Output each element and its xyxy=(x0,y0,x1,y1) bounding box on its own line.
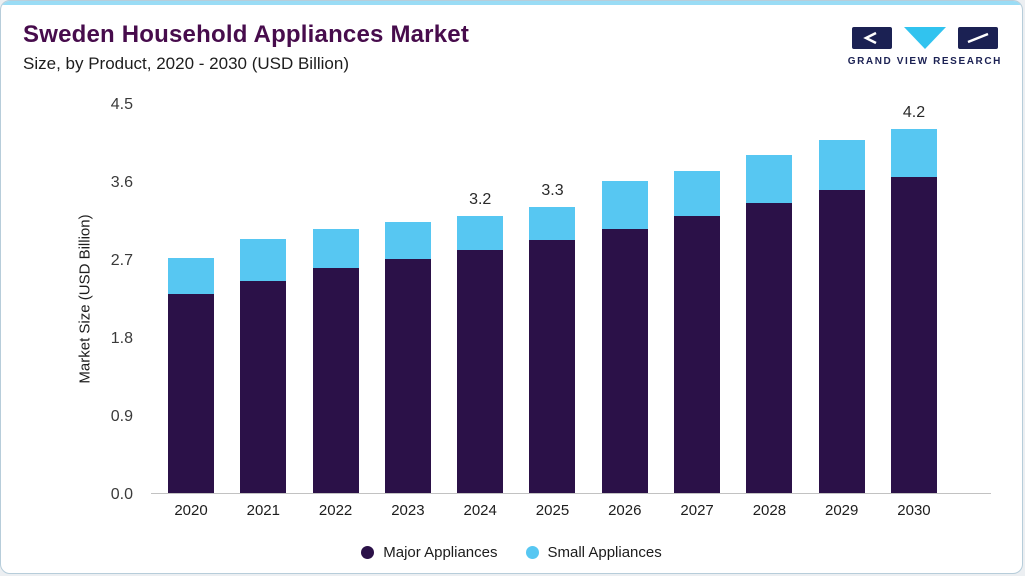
bar-column-2028 xyxy=(746,155,793,493)
segment-major-appliances xyxy=(818,189,865,493)
chart-subtitle: Size, by Product, 2020 - 2030 (USD Billi… xyxy=(23,54,349,73)
bar-column-2030: 4.2 xyxy=(890,104,937,493)
segment-small-appliances xyxy=(457,215,504,251)
segment-small-appliances xyxy=(529,207,576,240)
plot-area: 3.2 3.3 4.2 xyxy=(151,104,991,494)
bar-column-2027 xyxy=(674,170,721,493)
segment-major-appliances xyxy=(384,259,431,493)
x-tick-label: 2020 xyxy=(174,502,208,519)
bar-column-2023 xyxy=(384,221,431,493)
segment-major-appliances xyxy=(601,228,648,493)
bar-column-2025: 3.3 xyxy=(529,182,576,493)
bar-column-2026 xyxy=(601,181,648,493)
legend-item-small-appliances: Small Appliances xyxy=(525,544,662,561)
y-tick-label: 4.5 xyxy=(110,96,133,113)
segment-major-appliances xyxy=(312,267,359,493)
grand-view-research-logo: GRAND VIEW RESEARCH xyxy=(848,21,1002,67)
x-tick-label: 2029 xyxy=(824,502,859,519)
segment-major-appliances xyxy=(457,250,504,493)
bar-column-2020 xyxy=(168,258,214,493)
title-block: Sweden Household Appliances Market Size,… xyxy=(23,21,469,74)
logo-icon xyxy=(851,27,998,49)
legend-swatch-small xyxy=(525,546,539,559)
bar-value-label: 3.3 xyxy=(541,182,564,200)
segment-small-appliances xyxy=(240,239,287,281)
segment-major-appliances xyxy=(168,293,214,493)
x-tick-label: 2023 xyxy=(391,502,425,519)
segment-major-appliances xyxy=(240,280,287,493)
segment-small-appliances xyxy=(890,129,937,177)
segment-small-appliances xyxy=(384,221,431,259)
segment-small-appliances xyxy=(674,170,721,216)
chart-header: Sweden Household Appliances Market Size,… xyxy=(23,21,1002,74)
x-tick-label: 2030 xyxy=(897,502,931,519)
y-tick-label: 2.7 xyxy=(110,252,133,269)
x-axis-labels: 2020 2021 2022 2023 2024 2025 2026 2027 2028 2029… xyxy=(151,502,991,519)
x-tick-label: 2025 xyxy=(535,502,570,519)
bar-column-2029 xyxy=(818,140,865,493)
top-accent-bar xyxy=(1,1,1022,5)
segment-small-appliances xyxy=(601,181,648,229)
x-tick-label: 2021 xyxy=(246,502,280,519)
segment-major-appliances xyxy=(746,202,793,493)
x-tick-label: 2028 xyxy=(752,502,787,519)
segment-major-appliances xyxy=(674,215,721,493)
logo-shape-left xyxy=(851,27,892,49)
bar-column-2022 xyxy=(312,228,359,493)
legend-item-major-appliances: Major Appliances xyxy=(361,544,498,561)
bar-value-label: 3.2 xyxy=(469,190,492,208)
segment-small-appliances xyxy=(168,258,214,294)
bars: 3.2 3.3 4.2 xyxy=(151,104,991,493)
segment-small-appliances xyxy=(818,140,865,190)
segment-small-appliances xyxy=(746,155,793,203)
legend-swatch-major xyxy=(361,546,375,559)
logo-text: GRAND VIEW RESEARCH xyxy=(847,56,1002,67)
legend: Major Appliances Small Appliances xyxy=(1,544,1022,561)
x-tick-label: 2024 xyxy=(463,502,497,519)
y-tick-label: 1.8 xyxy=(110,330,133,347)
segment-major-appliances xyxy=(890,176,937,493)
legend-label-major: Major Appliances xyxy=(383,544,498,561)
logo-chevron xyxy=(863,31,877,45)
logo-shape-triangle xyxy=(903,27,946,49)
y-tick-label: 0.0 xyxy=(110,486,133,503)
y-axis-ticks: 0.0 0.9 1.8 2.7 3.6 4.5 xyxy=(89,96,141,503)
y-tick-label: 0.9 xyxy=(110,408,133,425)
bar-value-label: 4.2 xyxy=(902,104,926,122)
segment-major-appliances xyxy=(529,239,576,493)
x-tick-label: 2022 xyxy=(318,502,353,519)
x-tick-label: 2026 xyxy=(608,502,642,519)
y-tick-label: 3.6 xyxy=(110,174,133,191)
legend-label-small: Small Appliances xyxy=(547,544,662,561)
bar-column-2024: 3.2 xyxy=(457,190,504,493)
bar-column-2021 xyxy=(240,239,287,493)
x-tick-label: 2027 xyxy=(680,502,714,519)
segment-small-appliances xyxy=(312,228,359,268)
chart-title: Sweden Household Appliances Market xyxy=(23,21,470,48)
logo-slash xyxy=(967,32,989,44)
